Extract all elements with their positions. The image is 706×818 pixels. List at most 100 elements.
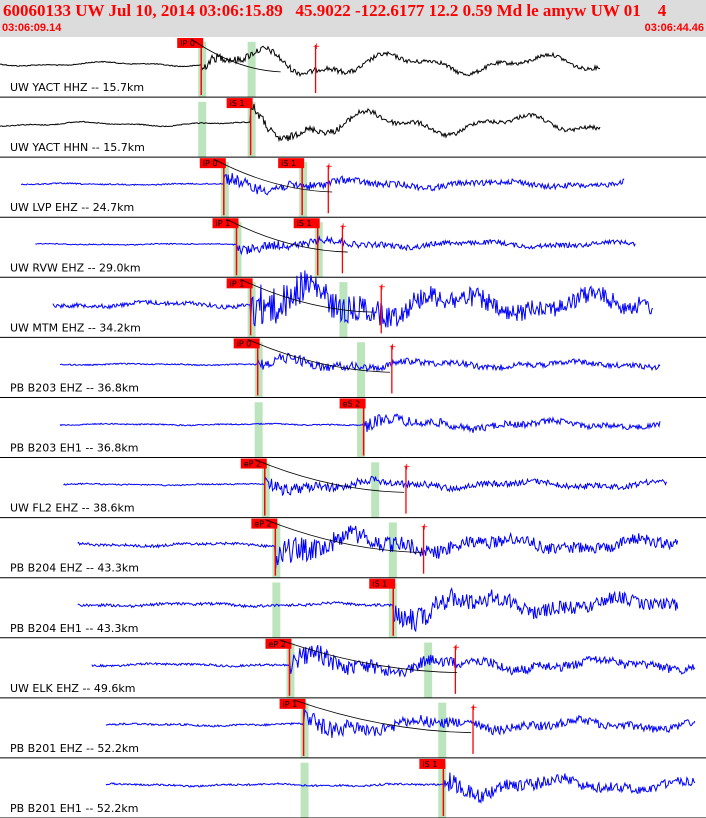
- pick-label: iP 0: [180, 39, 195, 48]
- pick-box: [212, 218, 239, 229]
- pick-box: [339, 398, 366, 409]
- trace-row: + iP 0 PB B203 EHZ -- 36.8km: [0, 338, 706, 398]
- pick-band: [438, 702, 447, 758]
- trace-row: iS 1 PB B204 EH1 -- 43.3km: [0, 578, 706, 639]
- pick-box: [251, 518, 278, 529]
- station-label: PB B203 EH1 -- 36.8km: [10, 442, 138, 455]
- waveform: [105, 772, 696, 805]
- pick-box: [279, 698, 306, 709]
- trace-row: + eP 2 UW FL2 EHZ -- 38.6km: [0, 458, 706, 519]
- pick-box: [293, 218, 320, 229]
- station-label: PB B201 EHZ -- 52.2km: [10, 742, 139, 755]
- pick-band: [254, 402, 263, 458]
- trace-row: + iP 1 UW MTM EHZ -- 34.2km: [0, 270, 706, 338]
- pick-band: [198, 101, 207, 158]
- pick-label: iP 1: [216, 219, 231, 228]
- coda-plus: +: [325, 162, 333, 172]
- pick-label: iP 0: [237, 339, 252, 348]
- pick-box: [369, 578, 396, 589]
- waveform: [63, 475, 667, 497]
- waveform: [91, 645, 696, 678]
- pick-label: iS 1: [372, 580, 387, 589]
- seismogram-plot: + iP 0 UW YACT HHZ -- 15.7km iS 1 UW YACT HH…: [0, 38, 706, 818]
- pick-band: [247, 101, 256, 158]
- pick-label: iP 0: [203, 159, 218, 168]
- waveform: [0, 45, 601, 77]
- waveform: [35, 235, 636, 256]
- station-label: UW FL2 EHZ -- 38.6km: [10, 502, 135, 515]
- pick-label: iS 1: [297, 219, 312, 228]
- pick-band: [247, 41, 256, 98]
- pick-band: [254, 342, 263, 398]
- travel-time-curve: [190, 38, 281, 73]
- coda-plus: +: [378, 282, 386, 292]
- pick-label: iP 1: [283, 700, 298, 709]
- trace-row: iS 1 PB B201 EH1 -- 52.2km: [0, 758, 706, 818]
- waveform: [105, 708, 696, 738]
- waveform: [0, 103, 601, 143]
- pick-band: [272, 582, 281, 638]
- pick-box: [240, 458, 267, 469]
- pick-band: [438, 762, 447, 818]
- station-label: UW MTM EHZ -- 34.2km: [10, 321, 141, 334]
- coda-plus: +: [403, 463, 411, 473]
- pick-box: [278, 158, 305, 169]
- pick-box: [226, 278, 253, 289]
- coda-plus: +: [313, 42, 321, 52]
- pick-box: [233, 338, 260, 349]
- station-label: PB B204 EHZ -- 43.3km: [10, 562, 139, 575]
- trace-row: + iP 0 iS 1 UW LVP EHZ -- 24.7km: [0, 158, 706, 218]
- pick-label: iS 1: [422, 760, 437, 769]
- pick-box: [199, 158, 226, 169]
- travel-time-curve: [213, 158, 333, 193]
- pick-band: [233, 222, 242, 278]
- pick-band: [357, 342, 366, 398]
- travel-time-curve: [226, 218, 348, 253]
- waveform: [52, 270, 654, 328]
- start-time: 03:06:09.14: [2, 22, 62, 34]
- travel-time-curve: [240, 278, 373, 313]
- pick-label: iP 1: [230, 279, 245, 288]
- trace-row: iS 1 UW YACT HHN -- 15.7km: [0, 98, 706, 158]
- coda-plus: +: [339, 222, 347, 232]
- coda-plus: +: [470, 703, 478, 713]
- travel-time-curve: [254, 459, 405, 493]
- pick-band: [371, 462, 380, 518]
- trace-row: + iP 1 iS 1 UW RVW EHZ -- 29.0km: [0, 218, 706, 278]
- pick-band: [424, 642, 433, 698]
- waveform: [59, 352, 661, 373]
- coda-plus: +: [389, 342, 397, 352]
- pick-band: [261, 462, 270, 518]
- header-bar: 60060133 UW Jul 10, 2014 03:06:15.89 45.…: [0, 0, 706, 37]
- pick-label: eP 2: [254, 520, 271, 529]
- travel-time-curve: [265, 519, 422, 553]
- station-label: UW YACT HHZ -- 15.7km: [10, 81, 144, 94]
- travel-time-curve: [279, 639, 458, 674]
- trace-row: + iP 0 UW YACT HHZ -- 15.7km: [0, 38, 706, 98]
- trace-row: + eP 2 PB B204 EHZ -- 43.3km: [0, 518, 706, 579]
- end-time: 03:06:44.46: [644, 22, 704, 34]
- pick-band: [300, 762, 309, 818]
- pick-band: [357, 402, 366, 458]
- station-label: UW RVW EHZ -- 29.0km: [10, 261, 141, 274]
- pick-band: [272, 522, 281, 578]
- pick-label: eS 2: [343, 399, 361, 408]
- trace-row: + iP 1 PB B201 EHZ -- 52.2km: [0, 698, 706, 759]
- pick-label: iS 1: [230, 99, 245, 108]
- travel-time-curve: [293, 699, 472, 734]
- station-label: UW ELK EHZ -- 49.6km: [10, 682, 135, 695]
- coda-plus: +: [452, 643, 460, 653]
- station-label: UW YACT HHN -- 15.7km: [10, 141, 145, 154]
- pick-box: [226, 98, 253, 109]
- coda-plus: +: [421, 523, 429, 533]
- event-title: 60060133 UW Jul 10, 2014 03:06:15.89 45.…: [3, 1, 667, 20]
- pick-band: [220, 161, 229, 218]
- waveform: [20, 172, 625, 196]
- travel-time-curve: [247, 339, 391, 373]
- station-label: PB B201 EH1 -- 52.2km: [10, 802, 138, 815]
- pick-label: eP 2: [268, 640, 285, 649]
- waveform: [59, 413, 661, 433]
- pick-band: [300, 702, 309, 758]
- waveform: [77, 525, 679, 569]
- station-label: UW LVP EHZ -- 24.7km: [10, 201, 134, 214]
